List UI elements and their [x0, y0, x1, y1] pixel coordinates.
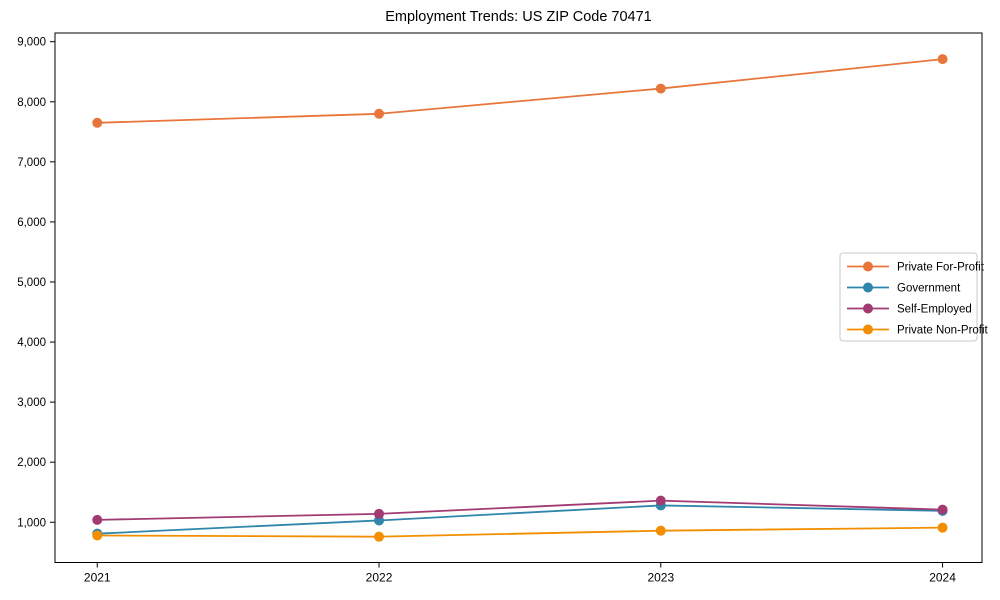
- series-line-private-for-profit: [97, 58, 943, 124]
- y-axis-tick-label: 2,000: [17, 457, 46, 469]
- y-axis-tick-label: 8,000: [17, 97, 46, 109]
- y-axis-tick-label: 6,000: [17, 217, 46, 229]
- legend-marker-government: [863, 282, 873, 293]
- legend-label-government: Government: [897, 283, 961, 295]
- legend-label-self-employed: Self-Employed: [897, 304, 972, 316]
- series-marker-self-employed: [937, 504, 948, 515]
- y-axis-tick-label: 4,000: [17, 337, 46, 349]
- x-axis-tick-label: 2022: [366, 571, 393, 585]
- series-marker-private-for-profit: [92, 117, 103, 128]
- series-marker-private-non-profit: [92, 530, 103, 541]
- legend-label-private-for-profit: Private For-Profit: [897, 262, 985, 274]
- series-marker-private-non-profit: [374, 531, 385, 542]
- chart-title: Employment Trends: US ZIP Code 70471: [385, 9, 652, 25]
- series-line-self-employed: [97, 499, 943, 521]
- y-axis-tick-label: 3,000: [17, 397, 46, 409]
- series-marker-private-non-profit: [655, 525, 666, 536]
- legend-marker-private-for-profit: [863, 261, 873, 272]
- x-axis-tick-label: 2021: [84, 571, 111, 585]
- series-marker-private-for-profit: [655, 83, 666, 94]
- y-axis-tick-label: 5,000: [17, 277, 46, 289]
- plot-frame: [54, 32, 983, 563]
- series-marker-private-for-profit: [937, 54, 948, 65]
- series-line-government: [97, 504, 943, 535]
- series-marker-self-employed: [374, 508, 385, 519]
- x-axis-tick-label: 2024: [929, 571, 956, 585]
- series-marker-self-employed: [655, 495, 666, 506]
- y-axis-tick-label: 1,000: [17, 517, 46, 529]
- legend-marker-self-employed: [863, 303, 873, 314]
- series-marker-private-non-profit: [937, 522, 948, 533]
- legend-label-private-non-profit: Private Non-Profit: [897, 325, 989, 337]
- y-axis-tick-label: 7,000: [17, 157, 46, 169]
- legend-marker-private-non-profit: [863, 324, 873, 335]
- series-line-private-non-profit: [97, 526, 943, 538]
- x-axis-tick-label: 2023: [647, 571, 674, 585]
- series-marker-private-for-profit: [374, 108, 385, 119]
- y-axis-tick-label: 9,000: [17, 37, 46, 49]
- series-marker-self-employed: [92, 514, 103, 525]
- legend-box: [839, 252, 978, 342]
